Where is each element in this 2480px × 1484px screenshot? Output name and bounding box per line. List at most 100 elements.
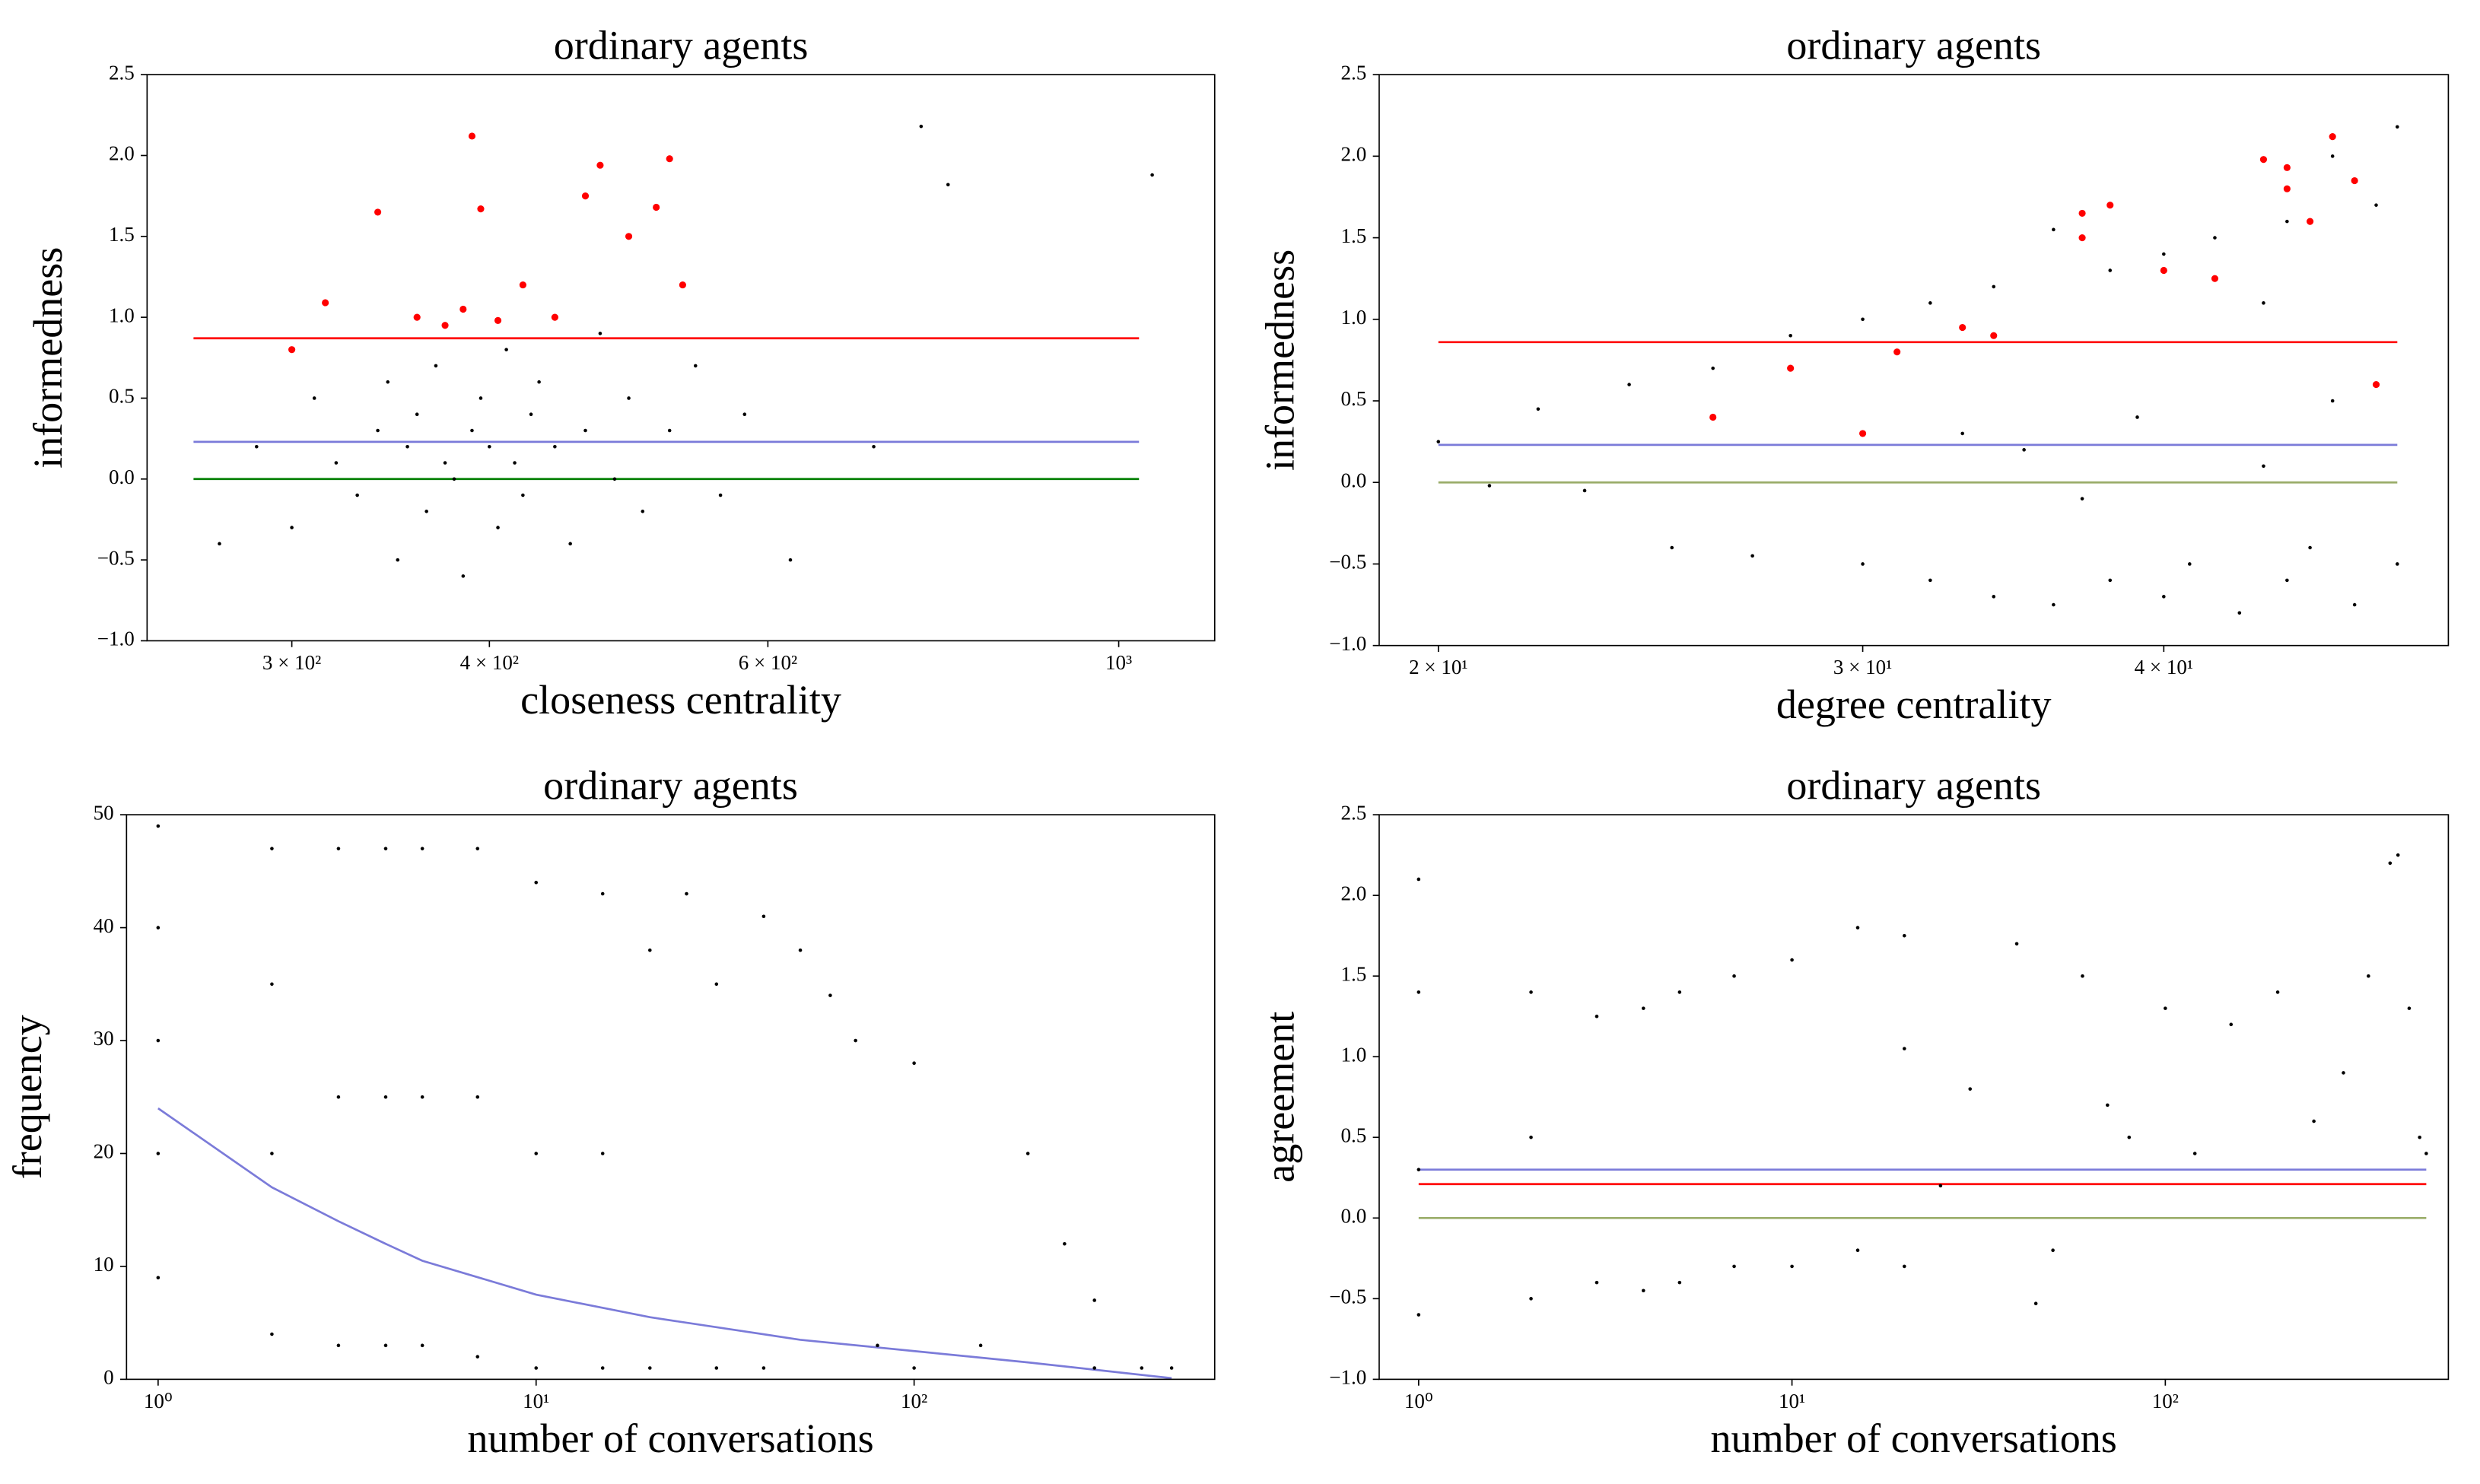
y-tick-label: 1.5 [1341, 962, 1367, 985]
data-point [1092, 1298, 1096, 1302]
data-point [336, 1095, 341, 1099]
data-point [1536, 407, 1540, 412]
y-tick-label: 0.0 [1341, 469, 1367, 491]
x-axis-label: closeness centrality [520, 677, 841, 723]
data-point [2033, 1301, 2038, 1305]
data-point [383, 847, 388, 850]
data-point [2312, 1119, 2316, 1123]
data-point [761, 1366, 766, 1370]
data-point [156, 1152, 161, 1155]
data-point [2081, 974, 2084, 978]
data-point [2367, 974, 2370, 978]
data-point [742, 412, 747, 417]
data-point [583, 428, 587, 433]
x-tick-label: 10³ [1105, 651, 1132, 674]
data-point [2396, 562, 2399, 566]
data-point [641, 510, 645, 513]
chart-title: ordinary agents [1786, 762, 2041, 808]
data-point [270, 1152, 274, 1155]
chart-title: ordinary agents [543, 762, 798, 808]
data-point [475, 847, 480, 850]
data-point [1582, 488, 1587, 493]
y-tick-label: 40 [94, 914, 114, 937]
data-point [2080, 497, 2084, 500]
data-point [336, 847, 341, 850]
y-tick-label: 50 [94, 801, 114, 824]
data-point [568, 542, 572, 546]
data-point [434, 364, 438, 368]
data-point [534, 1152, 539, 1155]
data-point [2051, 1248, 2055, 1253]
data-point [1855, 1248, 1860, 1253]
data-point [714, 982, 719, 987]
data-point [598, 332, 603, 335]
data-point [600, 1366, 605, 1370]
data-point [2052, 227, 2056, 232]
data-point [1529, 990, 1533, 994]
data-point [2135, 415, 2139, 419]
data-point [374, 208, 382, 216]
data-point [1992, 595, 1996, 599]
data-point [2127, 1135, 2132, 1139]
data-point [600, 1152, 605, 1155]
data-point [504, 348, 508, 351]
data-point [537, 380, 541, 384]
data-point [459, 305, 467, 313]
data-point [288, 346, 296, 354]
data-point [2285, 578, 2289, 583]
data-point [2237, 611, 2242, 615]
data-point [2259, 156, 2268, 164]
data-point [529, 412, 533, 417]
data-point [876, 1343, 879, 1348]
data-point [2275, 990, 2280, 994]
data-point [1788, 333, 1792, 338]
data-point [653, 203, 660, 211]
y-tick-label: 10 [94, 1253, 114, 1276]
data-point [415, 412, 419, 417]
data-point [1436, 440, 1441, 443]
data-point [1903, 933, 1906, 938]
data-point [156, 824, 161, 828]
data-point [2374, 203, 2378, 207]
data-point [1903, 1047, 1906, 1050]
data-point [718, 493, 723, 497]
data-point [2283, 185, 2291, 192]
y-tick-label: −1.0 [1329, 632, 1366, 655]
subplot: ordinary agents degree centrality informed… [1257, 22, 2450, 727]
data-point [912, 1061, 916, 1066]
x-tick-label: 6 × 10² [739, 651, 797, 674]
y-tick-label: 20 [94, 1140, 114, 1163]
data-point [919, 124, 924, 129]
data-point [2342, 1071, 2345, 1075]
data-point [2352, 602, 2357, 607]
y-tick-label: 0.5 [1341, 387, 1367, 410]
data-point [1677, 990, 1682, 994]
data-point [452, 477, 456, 481]
data-point [1709, 413, 1717, 421]
data-point [1140, 1366, 1144, 1370]
data-point [627, 396, 631, 400]
data-point [648, 1366, 652, 1370]
data-point [1416, 877, 1421, 882]
data-point [477, 205, 485, 213]
x-tick-label: 3 × 10² [262, 651, 321, 674]
data-point [1858, 430, 1867, 437]
data-point [461, 574, 466, 578]
data-point [1732, 974, 1736, 978]
x-axis-label: number of conversations [1711, 1416, 2117, 1461]
chart-title: ordinary agents [1786, 22, 2041, 68]
data-point [2407, 1006, 2412, 1010]
data-point [667, 428, 672, 433]
data-point [1642, 1006, 1645, 1010]
y-tick-label: −1.0 [97, 628, 135, 650]
data-point [1790, 1264, 1794, 1269]
data-point [1787, 364, 1795, 372]
data-point [2211, 275, 2219, 282]
data-point [1092, 1366, 1096, 1370]
y-tick-label: −1.0 [1329, 1366, 1366, 1389]
data-point [255, 444, 259, 449]
data-point [1487, 484, 1492, 488]
x-axis-label: number of conversations [467, 1416, 873, 1461]
data-point [1642, 1289, 1645, 1293]
data-point [405, 444, 409, 449]
